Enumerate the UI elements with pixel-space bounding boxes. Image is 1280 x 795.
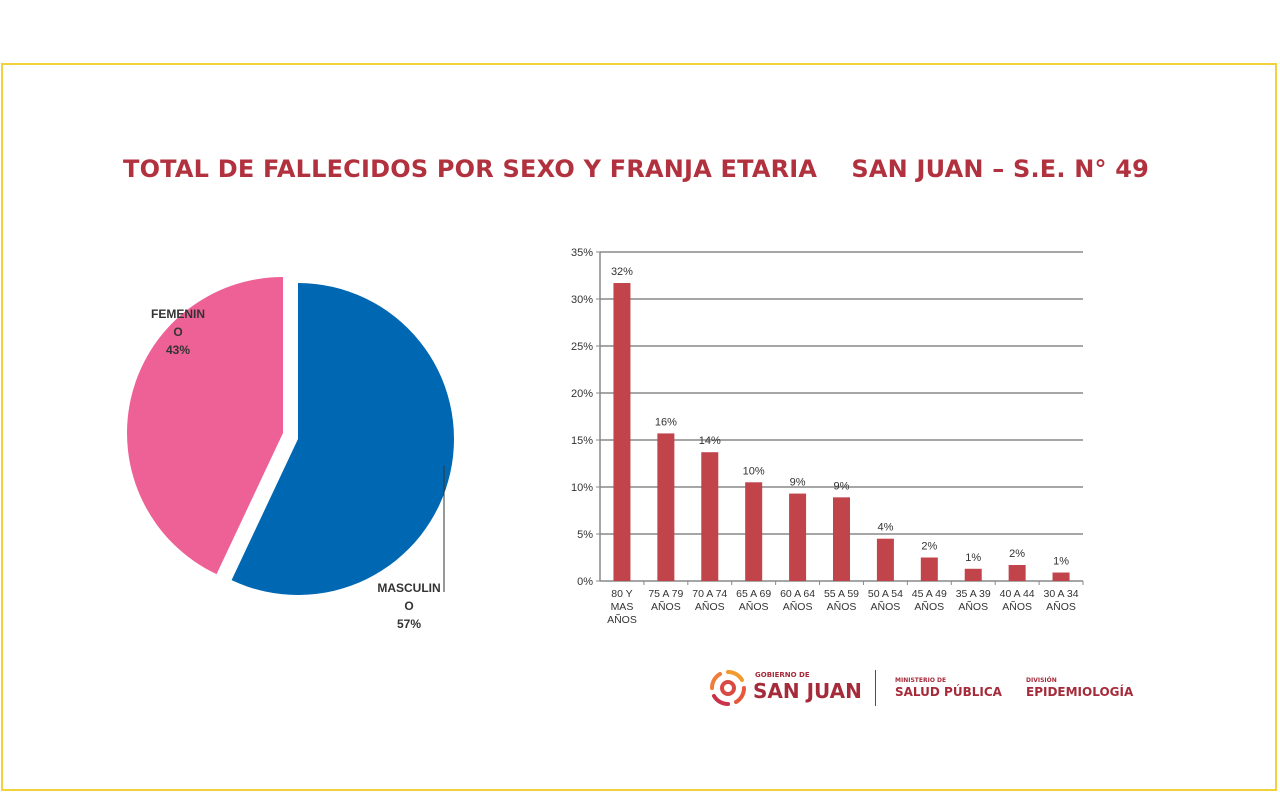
x-tick-label: AÑOS: [1046, 600, 1076, 613]
sun-logo-icon: [709, 669, 747, 707]
bar: [1052, 572, 1070, 581]
bar: [876, 538, 894, 581]
logo-divider: [875, 670, 876, 706]
page-title: TOTAL DE FALLECIDOS POR SEXO Y FRANJA ET…: [123, 155, 1150, 183]
x-tick-label: 65 A 69: [736, 588, 771, 600]
x-tick-label: AÑOS: [607, 613, 637, 626]
pie-slice-femenino: [127, 277, 284, 575]
y-tick-label: 35%: [571, 247, 593, 259]
x-tick-label: AÑOS: [827, 600, 857, 613]
pie-label-masculino: MASCULIN: [377, 581, 440, 595]
x-tick-label: AÑOS: [695, 600, 725, 613]
data-label: 9%: [834, 480, 850, 492]
ministerio-big: SALUD PÚBLICA: [895, 685, 1002, 699]
pie-label-masculino: 57%: [397, 617, 421, 631]
bar: [745, 482, 763, 581]
y-tick-label: 30%: [571, 294, 593, 306]
gobierno-big: SAN JUAN: [753, 679, 862, 703]
slide-frame: [1, 63, 1277, 791]
data-label: 14%: [699, 435, 721, 447]
pie-label-masculino: O: [404, 599, 413, 613]
gobierno-small: GOBIERNO DE: [755, 671, 810, 679]
y-tick-label: 5%: [577, 529, 593, 541]
x-tick-label: AÑOS: [739, 600, 769, 613]
ministerio-small: MINISTERIO DE: [895, 677, 947, 684]
data-label: 2%: [1009, 548, 1025, 560]
x-tick-label: AÑOS: [871, 600, 901, 613]
x-tick-label: 40 A 44: [1000, 588, 1035, 600]
data-label: 2%: [921, 541, 937, 553]
x-tick-label: 75 A 79: [648, 588, 683, 600]
bar: [833, 497, 850, 581]
data-label: 32%: [611, 266, 633, 278]
data-label: 1%: [965, 552, 981, 564]
pie-label-femenino: 43%: [166, 343, 190, 357]
bar: [964, 568, 982, 581]
x-tick-label: 60 A 64: [780, 588, 815, 600]
pie-slice-masculino: [231, 283, 455, 595]
y-tick-label: 25%: [571, 341, 593, 353]
pie-label-femenino: O: [173, 325, 182, 339]
x-tick-label: AÑOS: [651, 600, 681, 613]
data-label: 10%: [743, 465, 765, 477]
data-label: 9%: [790, 477, 806, 489]
y-tick-label: 0%: [577, 576, 593, 588]
x-tick-label: 45 A 49: [912, 588, 947, 600]
x-tick-label: 30 A 34: [1044, 588, 1079, 600]
y-tick-label: 20%: [571, 388, 593, 400]
x-tick-label: AÑOS: [783, 600, 813, 613]
y-tick-label: 15%: [571, 435, 593, 447]
x-tick-label: 70 A 74: [692, 588, 727, 600]
bar: [701, 452, 719, 581]
x-tick-label: AÑOS: [1002, 600, 1032, 613]
data-label: 4%: [877, 522, 893, 534]
x-tick-label: 55 A 59: [824, 588, 859, 600]
division-small: DIVISIÓN: [1026, 677, 1057, 684]
division-big: EPIDEMIOLOGÍA: [1026, 685, 1134, 699]
bar: [613, 283, 631, 581]
x-tick-label: 80 Y: [611, 588, 632, 600]
x-tick-label: AÑOS: [914, 600, 944, 613]
x-tick-label: MAS: [611, 601, 634, 613]
data-label: 16%: [655, 416, 677, 428]
x-tick-label: 50 A 54: [868, 588, 903, 600]
y-tick-label: 10%: [571, 482, 593, 494]
bar: [789, 493, 807, 581]
bar: [920, 557, 938, 581]
x-tick-label: AÑOS: [958, 600, 988, 613]
pie-label-femenino: FEMENIN: [151, 307, 205, 321]
data-label: 1%: [1053, 556, 1069, 568]
x-tick-label: 35 A 39: [956, 588, 991, 600]
bar: [657, 433, 675, 581]
bar: [1008, 565, 1026, 581]
